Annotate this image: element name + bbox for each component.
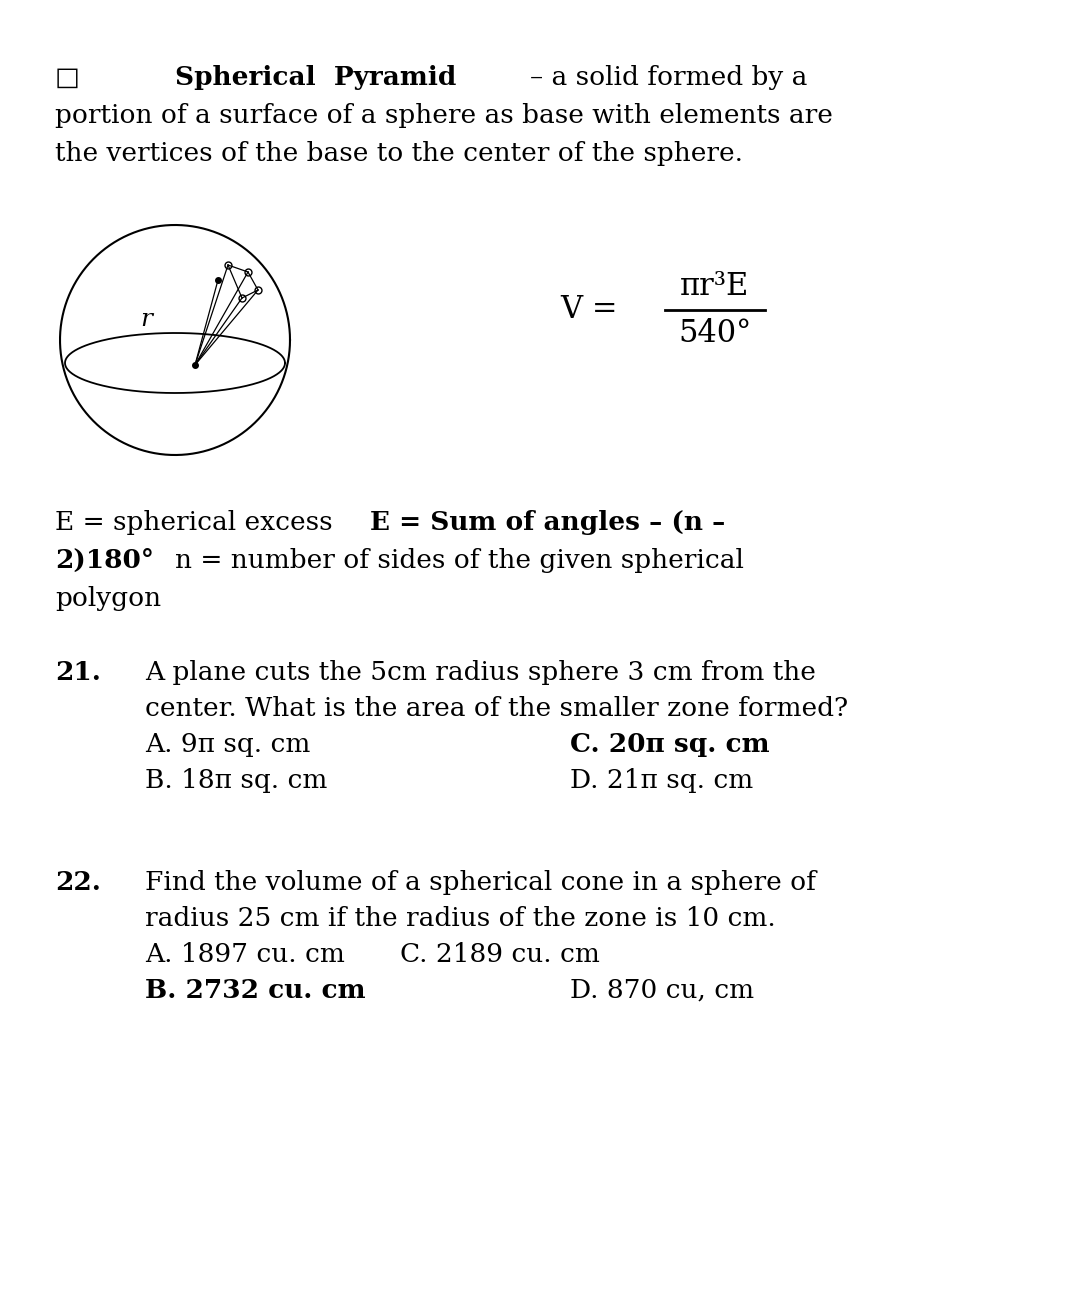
Text: πr³E: πr³E [680,271,750,302]
Text: 21.: 21. [55,660,100,685]
Text: radius 25 cm if the radius of the zone is 10 cm.: radius 25 cm if the radius of the zone i… [145,906,775,931]
Text: 2)180°: 2)180° [55,548,154,573]
Text: n = number of sides of the given spherical: n = number of sides of the given spheric… [175,548,744,573]
Text: r: r [140,309,152,331]
Text: Spherical  Pyramid: Spherical Pyramid [175,65,457,90]
Text: A. 1897 cu. cm: A. 1897 cu. cm [145,943,345,967]
Text: C. 20π sq. cm: C. 20π sq. cm [570,732,770,756]
Text: polygon: polygon [55,586,161,611]
Text: – a solid formed by a: – a solid formed by a [530,65,808,90]
Text: C. 2189 cu. cm: C. 2189 cu. cm [400,943,599,967]
Text: portion of a surface of a sphere as base with elements are: portion of a surface of a sphere as base… [55,103,833,128]
Text: center. What is the area of the smaller zone formed?: center. What is the area of the smaller … [145,697,848,721]
Text: D. 870 cu, cm: D. 870 cu, cm [570,978,754,1003]
Text: B. 18π sq. cm: B. 18π sq. cm [145,768,327,793]
Text: □: □ [55,65,80,90]
Text: A plane cuts the 5cm radius sphere 3 cm from the: A plane cuts the 5cm radius sphere 3 cm … [145,660,815,685]
Text: B. 2732 cu. cm: B. 2732 cu. cm [145,978,366,1003]
Text: the vertices of the base to the center of the sphere.: the vertices of the base to the center o… [55,141,743,165]
Text: A. 9π sq. cm: A. 9π sq. cm [145,732,310,756]
Text: E = spherical excess: E = spherical excess [55,510,341,535]
Text: 22.: 22. [55,870,100,894]
Text: E = Sum of angles – (n –: E = Sum of angles – (n – [370,510,726,535]
Text: V =: V = [561,294,618,326]
Text: Find the volume of a spherical cone in a sphere of: Find the volume of a spherical cone in a… [145,870,815,894]
Text: D. 21π sq. cm: D. 21π sq. cm [570,768,753,793]
Text: 540°: 540° [678,318,752,349]
